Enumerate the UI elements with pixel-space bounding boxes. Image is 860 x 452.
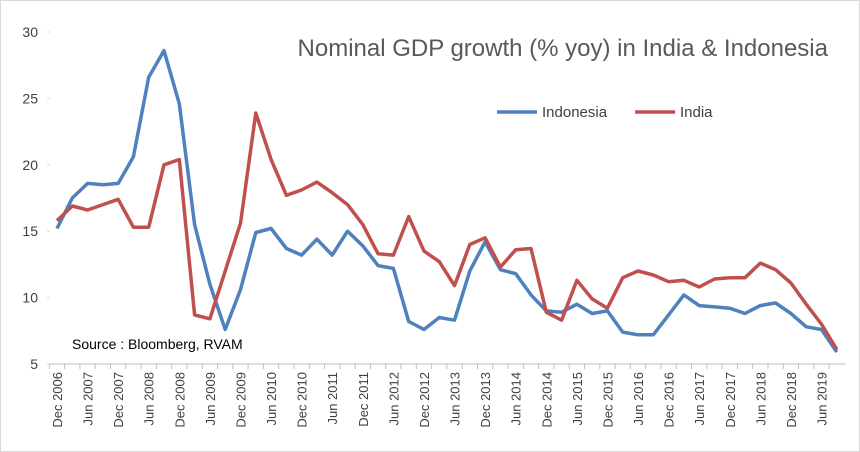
x-tick-label: Jun 2018 (753, 372, 768, 426)
x-tick-label: Jun 2016 (631, 372, 646, 426)
y-tick-label: 5 (30, 356, 38, 372)
x-tick-label: Jun 2014 (509, 372, 524, 426)
legend-label: India (680, 104, 713, 121)
x-tick-label: Dec 2013 (478, 372, 493, 428)
x-tick-label: Dec 2014 (539, 372, 554, 428)
y-tick-label: 20 (22, 157, 38, 173)
x-tick-label: Dec 2010 (295, 372, 310, 428)
x-tick-label: Jun 2007 (81, 372, 96, 426)
x-tick-label: Dec 2012 (417, 372, 432, 428)
x-tick-label: Dec 2008 (172, 372, 187, 428)
x-tick-label: Jun 2017 (692, 372, 707, 426)
x-tick-label: Dec 2015 (600, 372, 615, 428)
x-tick-label: Jun 2008 (142, 372, 157, 426)
series-line (55, 111, 839, 351)
x-tick-label: Dec 2007 (111, 372, 126, 428)
series-line (55, 48, 839, 353)
annotation: Source : Bloomberg, RVAM (72, 336, 243, 352)
x-tick-label: Jun 2009 (203, 372, 218, 426)
x-tick-label: Jun 2011 (325, 372, 340, 425)
y-tick-label: 30 (22, 24, 38, 40)
x-tick-label: Jun 2010 (264, 372, 279, 426)
x-tick-label: Dec 2017 (723, 372, 738, 428)
x-tick-label: Jun 2015 (570, 372, 585, 426)
x-tick-label: Dec 2006 (50, 372, 65, 428)
y-tick-label: 10 (22, 290, 38, 306)
chart-title: Nominal GDP growth (% yoy) in India & In… (298, 35, 829, 62)
legend-label: Indonesia (542, 104, 608, 121)
x-tick-label: Jun 2019 (815, 372, 830, 426)
x-tick-label: Jun 2013 (448, 372, 463, 426)
x-tick-label: Dec 2016 (662, 372, 677, 428)
x-tick-label: Dec 2009 (233, 372, 248, 428)
x-tick-label: Jun 2012 (386, 372, 401, 426)
y-tick-label: 25 (22, 90, 38, 106)
x-tick-label: Dec 2011 (356, 372, 371, 427)
y-tick-label: 15 (22, 223, 38, 239)
x-tick-label: Dec 2018 (784, 372, 799, 428)
